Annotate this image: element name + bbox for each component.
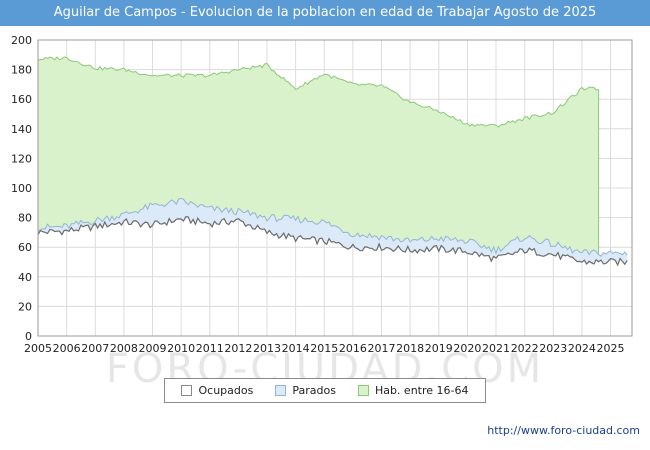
hab-16-64-line: [37, 56, 600, 255]
parados-area: [38, 198, 628, 265]
legend-swatch: [357, 385, 369, 396]
svg-text:2009: 2009: [139, 342, 167, 355]
legend-swatch: [275, 385, 287, 396]
svg-text:2012: 2012: [224, 342, 252, 355]
chart-legend: Ocupados Parados Hab. entre 16-64: [164, 378, 486, 403]
y-axis-labels: 0 20 40 60 80 100 120 140 160 180 200: [11, 34, 32, 343]
svg-text:2007: 2007: [81, 342, 109, 355]
parados-line: [37, 197, 628, 257]
svg-text:2013: 2013: [253, 342, 281, 355]
svg-text:2006: 2006: [53, 342, 81, 355]
svg-text:120: 120: [11, 152, 32, 165]
svg-text:180: 180: [11, 64, 32, 77]
footer-url: http://www.foro-ciudad.com: [487, 424, 640, 437]
svg-text:2017: 2017: [368, 342, 396, 355]
svg-text:2010: 2010: [167, 342, 195, 355]
svg-text:2021: 2021: [482, 342, 510, 355]
legend-item-parados: Parados: [275, 384, 336, 397]
svg-text:0: 0: [25, 330, 32, 343]
svg-text:2025: 2025: [597, 342, 625, 355]
legend-item-ocupados: Ocupados: [181, 384, 253, 397]
chart-area: 0 20 40 60 80 100 120 140 160 180 200 2005 2006 2007 2…: [0, 26, 650, 370]
svg-text:2020: 2020: [453, 342, 481, 355]
svg-text:2005: 2005: [24, 342, 52, 355]
svg-text:2015: 2015: [310, 342, 338, 355]
svg-text:80: 80: [18, 212, 32, 225]
svg-text:160: 160: [11, 93, 32, 106]
legend-label: Parados: [292, 384, 336, 397]
svg-text:2016: 2016: [339, 342, 367, 355]
page-title: Aguilar de Campos - Evolucion de la pobl…: [53, 5, 597, 20]
svg-text:2019: 2019: [425, 342, 453, 355]
svg-text:2011: 2011: [196, 342, 224, 355]
svg-text:2022: 2022: [511, 342, 539, 355]
x-axis-labels: 2005 2006 2007 2008 2009 2010 2011 2012 2013 2014…: [24, 342, 625, 355]
svg-text:20: 20: [18, 300, 32, 313]
legend-label: Ocupados: [198, 384, 254, 397]
plot-border: [37, 39, 633, 337]
svg-text:2024: 2024: [568, 342, 596, 355]
legend-swatch: [181, 385, 193, 396]
svg-text:200: 200: [11, 34, 32, 47]
ocupados-line: [37, 216, 628, 267]
svg-text:40: 40: [18, 271, 32, 284]
svg-text:100: 100: [11, 182, 32, 195]
svg-text:2008: 2008: [110, 342, 138, 355]
legend-item-hab-entre-16-64: Hab. entre 16-64: [357, 384, 469, 397]
hab-16-64-area: [38, 57, 599, 255]
svg-text:60: 60: [18, 241, 32, 254]
svg-text:140: 140: [11, 123, 32, 136]
svg-text:2023: 2023: [539, 342, 567, 355]
series-areas: [37, 56, 628, 267]
legend-label: Hab. entre 16-64: [374, 384, 469, 397]
svg-text:2014: 2014: [282, 342, 310, 355]
svg-text:2018: 2018: [396, 342, 424, 355]
title-bar: Aguilar de Campos - Evolucion de la pobl…: [0, 0, 650, 26]
